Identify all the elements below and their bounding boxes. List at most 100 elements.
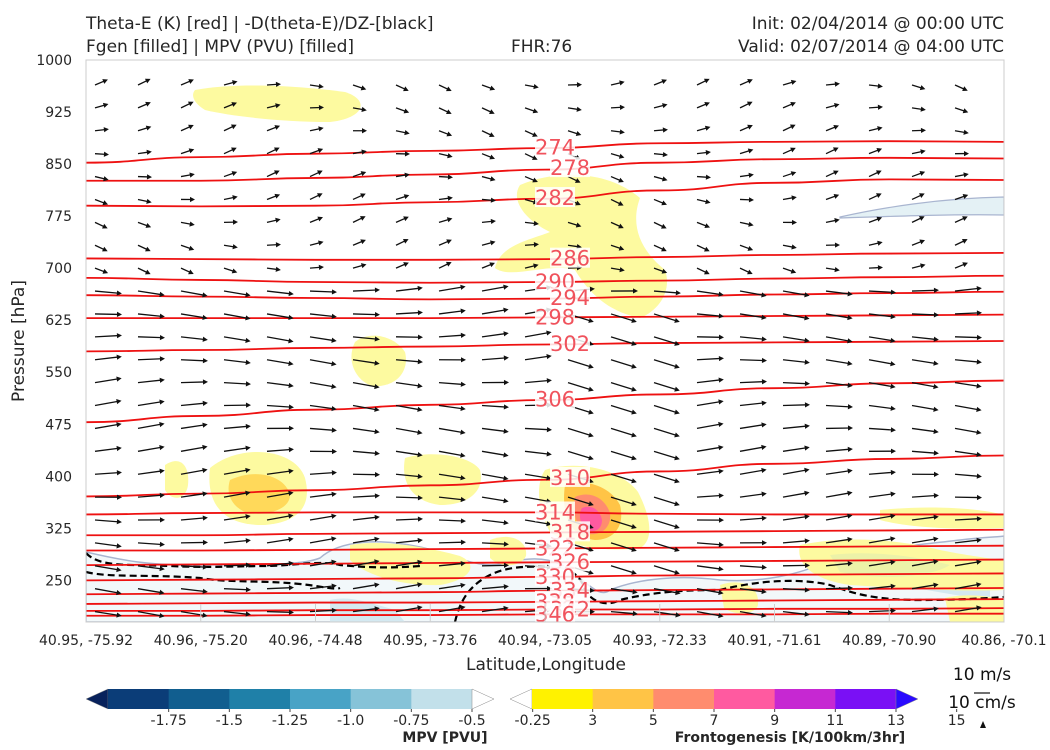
wind-vector — [94, 542, 119, 547]
wind-vector — [352, 495, 378, 498]
wind-vector — [309, 515, 334, 521]
wind-vector-head — [619, 104, 625, 110]
wind-vector — [653, 427, 678, 437]
wind-vector-head — [360, 263, 367, 269]
wind-vector — [954, 518, 979, 521]
wind-vector — [696, 494, 721, 498]
wind-vector-head — [662, 127, 668, 133]
wind-vector — [696, 565, 721, 570]
wind-vector-head — [231, 102, 237, 107]
wind-vector — [94, 565, 119, 571]
wind-vector-head — [231, 171, 238, 176]
wind-vector — [352, 560, 377, 567]
wind-vector-head — [503, 520, 509, 526]
wind-vector-head — [331, 405, 337, 412]
wind-vector-head — [661, 268, 668, 274]
wind-vector — [868, 404, 893, 410]
wind-vector — [137, 290, 162, 296]
wind-vector-head — [503, 331, 509, 337]
wind-vector-head — [146, 174, 152, 180]
wind-vector — [954, 539, 979, 544]
wind-vector — [395, 518, 421, 521]
wind-vector — [524, 519, 549, 525]
wind-vector-head — [933, 493, 939, 499]
wind-vector — [223, 515, 248, 521]
wind-vector-head — [489, 132, 495, 137]
y-tick-label: 850 — [45, 157, 72, 173]
wind-vector-head — [890, 383, 896, 389]
wind-vector — [610, 565, 635, 574]
theta-e-label-bg — [550, 247, 590, 268]
wind-vector-head — [361, 128, 367, 134]
wind-vector-head — [718, 445, 724, 451]
wind-vector — [911, 404, 936, 411]
wind-vector-head — [503, 284, 509, 290]
wind-vector-head — [674, 546, 680, 552]
wind-vector — [309, 290, 335, 293]
wind-vector-head — [187, 101, 194, 107]
wind-vector-head — [976, 516, 982, 522]
wind-vector-head — [804, 402, 810, 408]
wind-vector — [868, 471, 893, 475]
wind-vector — [481, 309, 506, 315]
theta-e-label-bg — [535, 501, 575, 522]
wind-vector-head — [245, 611, 251, 617]
wind-vector — [223, 492, 248, 498]
wind-vector-head — [288, 447, 294, 453]
wind-vector-head — [588, 501, 594, 507]
wind-vector — [481, 473, 506, 480]
wind-vector-head — [674, 386, 680, 392]
wind-vector-head — [331, 583, 337, 589]
wind-vector-head — [460, 539, 466, 545]
theta-e-labels: 2742782822862902942983023063103143183223… — [535, 136, 590, 627]
wind-vector — [739, 402, 764, 407]
wind-vector-head — [833, 170, 839, 176]
wind-vector-head — [976, 537, 982, 543]
wind-vector-head — [890, 337, 896, 343]
wind-vector — [438, 541, 464, 544]
chart-title-line2: Fgen [filled] | MPV (PVU) [filled] — [86, 37, 355, 57]
wind-vector-head — [619, 267, 625, 273]
fgen-colorbar-segment — [835, 689, 897, 709]
y-tick-label: 625 — [45, 313, 72, 329]
wind-vector — [266, 404, 291, 408]
plot-area: 2742782822862902942983023063103143183223… — [85, 59, 1005, 627]
wind-vector-head — [202, 444, 208, 450]
theta-e-line-286 — [86, 251, 1004, 261]
y-tick-label: 775 — [45, 209, 72, 225]
wind-vector — [94, 519, 119, 523]
wind-vector — [739, 565, 764, 569]
fgen-fill-region — [880, 507, 1004, 529]
wind-vector-head — [331, 513, 337, 519]
wind-vector — [481, 404, 506, 408]
wind-vector-head — [619, 80, 625, 86]
wind-vector-head — [102, 246, 108, 252]
wind-vector — [954, 473, 979, 477]
wind-vector-head — [761, 444, 767, 450]
wind-vector-head — [661, 79, 667, 85]
wind-vector-head — [877, 265, 883, 271]
wind-vector — [438, 310, 463, 315]
wind-vector — [739, 380, 765, 384]
wind-vector — [739, 588, 764, 593]
wind-vector-head — [447, 174, 453, 180]
wind-vector-head — [748, 197, 754, 203]
mpv-colorbar-segment — [108, 689, 170, 709]
wind-vector — [911, 313, 937, 316]
wind-vector — [352, 450, 377, 455]
wind-vector-head — [331, 470, 337, 476]
wind-vector — [739, 313, 764, 319]
theta-e-label-bg — [550, 287, 590, 308]
wind-vector — [911, 427, 936, 433]
fgen-colorbar-label: Frontogenesis [K/100km/3hr] — [675, 730, 905, 746]
init-time: Init: 02/04/2014 @ 00:00 UTC — [751, 14, 1004, 34]
wind-vector-head — [533, 220, 539, 226]
wind-vector — [954, 427, 979, 434]
wind-vector-head — [188, 245, 195, 251]
wind-vector-head — [403, 262, 409, 267]
wind-vector-head — [374, 406, 380, 412]
wind-vector-head — [761, 379, 767, 385]
wind-vector-head — [417, 582, 423, 588]
wind-vector — [309, 313, 334, 318]
wind-vector — [868, 537, 893, 544]
